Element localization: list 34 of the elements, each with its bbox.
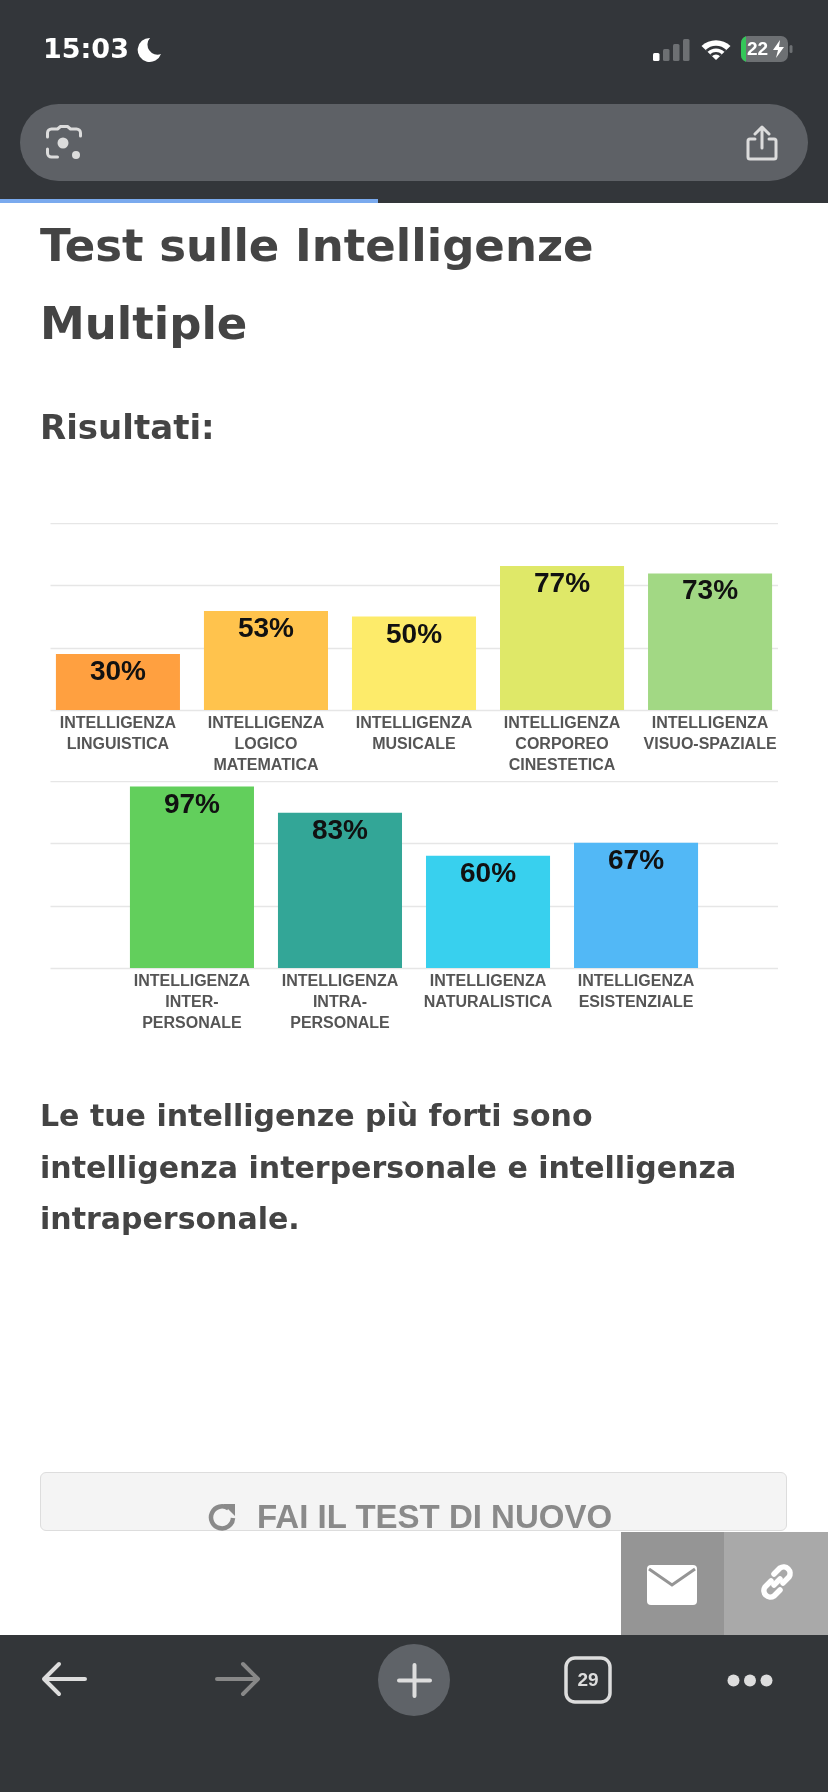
x-tick-label: INTELLIGENZA INTRA-PERSONALE: [281, 971, 399, 1031]
data-label: 50%: [385, 617, 443, 649]
x-tick-label: INTELLIGENZA ESISTENZIALE: [577, 971, 695, 1010]
text: Le tue intelligenze più forti sono intelligenza interpersonale e intelligenza intrapersonale.: [40, 1097, 738, 1238]
text: FAI IL TEST DI NUOVO: [257, 1498, 613, 1535]
data-label: 30%: [89, 654, 147, 686]
bar: [500, 566, 625, 710]
data-label: 77%: [534, 567, 591, 599]
data-label: 53%: [237, 611, 295, 643]
data-label: 67%: [608, 843, 665, 875]
x-tick-label: INTELLIGENZA CORPOREO CINESTETICA: [503, 713, 621, 773]
bar: [574, 842, 699, 968]
bar: [55, 653, 180, 710]
x-tick-label: INTELLIGENZA NATURALISTICA: [423, 971, 553, 1010]
data-label: 73%: [682, 574, 739, 606]
text: 29: [576, 1668, 600, 1692]
x-tick-label: INTELLIGENZA INTER-PERSONALE: [133, 971, 251, 1031]
chart-title: Test sulle Intelligenze Multiple: [40, 218, 595, 352]
bar: [203, 610, 328, 710]
x-tick-label: INTELLIGENZA LINGUISTICA: [59, 713, 177, 752]
bar: [351, 616, 477, 710]
text: 15:03: [43, 33, 129, 64]
text: 22: [747, 37, 769, 61]
data-label: 83%: [311, 813, 369, 845]
bar: [277, 812, 403, 968]
x-tick-label: INTELLIGENZA VISUO-SPAZIALE: [643, 713, 777, 752]
bar: [648, 573, 773, 710]
bar: [425, 855, 551, 968]
bar: [129, 786, 254, 968]
x-tick-label: INTELLIGENZA MUSICALE: [355, 713, 473, 752]
x-tick-label: INTELLIGENZA LOGICO MATEMATICA: [207, 713, 325, 773]
chart-subtitle: Risultati:: [40, 407, 216, 447]
data-label: 60%: [459, 856, 517, 888]
data-label: 97%: [163, 787, 221, 819]
